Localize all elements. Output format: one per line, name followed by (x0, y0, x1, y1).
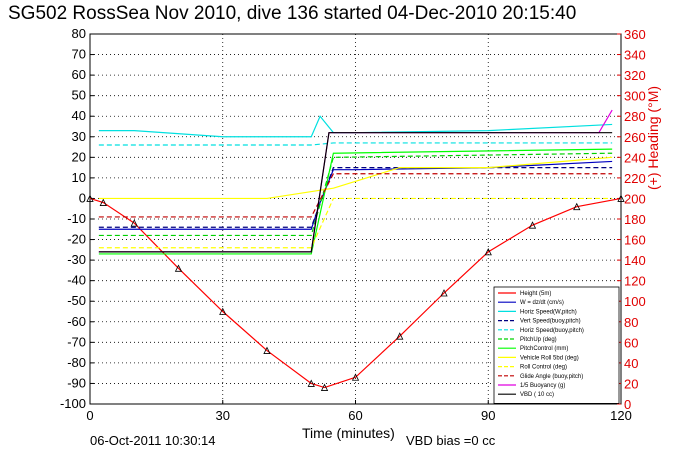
x-tick-label: 120 (610, 408, 632, 423)
height-marker (617, 194, 625, 202)
height-marker (440, 289, 448, 297)
y2-tick-label: 200 (624, 191, 646, 206)
height-marker (86, 194, 94, 202)
x-tick-label: 90 (481, 408, 495, 423)
legend-entry: Horiz Speed(buoy,pitch) (520, 328, 584, 334)
y-tick-label: 20 (72, 149, 86, 164)
y2-tick-label: 140 (624, 253, 646, 268)
legend-entry: W = dz/dt (cm/s) (520, 300, 564, 306)
legend-entry: Height (5m) (520, 291, 551, 297)
series-line-vehicle_roll (98, 156, 613, 200)
legend-entry: 1/5 Buoyancy (g) (520, 383, 565, 389)
x-tick-label: 60 (348, 408, 362, 423)
y-tick-label: 80 (72, 26, 86, 41)
y-tick-label: 40 (72, 108, 86, 123)
legend-entry: Vert Speed(buoy,pitch) (520, 319, 581, 325)
y-tick-label: 50 (72, 88, 86, 103)
height-marker (130, 219, 138, 227)
legend-entry: PitchControl (mm) (520, 346, 568, 352)
y2-tick-label: 40 (624, 356, 638, 371)
y-tick-label: -10 (67, 211, 86, 226)
height-marker (573, 202, 581, 211)
height-marker (99, 198, 107, 206)
legend-entry: Glide Angle (buoy,pitch) (520, 374, 583, 380)
y2-tick-label: 80 (624, 315, 638, 330)
height-marker (484, 247, 492, 256)
series-line-roll_control (98, 197, 613, 249)
series-line-pitch_control (98, 148, 613, 255)
y-tick-label: -80 (67, 355, 86, 370)
height-marker (219, 307, 227, 315)
series-line-horiz_speed (98, 115, 613, 138)
y-tick-label: -100 (60, 396, 86, 411)
height-marker (528, 221, 537, 229)
y2-tick-label: 240 (624, 150, 646, 165)
y2-tick-label: 320 (624, 68, 646, 83)
legend-entry: PitchUp (deg) (520, 337, 557, 343)
y2-tick-label: 180 (624, 212, 646, 227)
y-tick-label: -40 (67, 273, 86, 288)
y2-tick-label: 160 (624, 233, 646, 248)
height-marker (396, 332, 404, 340)
height-marker (307, 379, 315, 387)
vbd-bias-label: VBD bias =0 cc (406, 433, 496, 448)
x-tick-label: 30 (216, 408, 230, 423)
series-line-w (98, 160, 613, 230)
y-tick-label: 30 (72, 129, 86, 144)
right-axis-label: (+) Heading (°M) (645, 85, 661, 190)
height-marker (263, 346, 271, 354)
height-marker (320, 383, 329, 391)
y2-tick-label: 280 (624, 109, 646, 124)
y2-tick-label: 20 (624, 376, 638, 391)
y2-tick-label: 220 (624, 171, 646, 186)
legend-entry: Horiz Speed(W,pitch) (520, 309, 577, 315)
height-marker (174, 264, 183, 272)
y-tick-label: -50 (67, 293, 86, 308)
y-tick-label: 0 (79, 190, 86, 205)
chart-title: SG502 RossSea Nov 2010, dive 136 started… (8, 3, 577, 24)
y-tick-label: -70 (67, 334, 86, 349)
series-line-vbd (98, 132, 613, 253)
y-tick-label: 10 (72, 170, 86, 185)
y-tick-label: 60 (72, 67, 86, 82)
y2-tick-label: 60 (624, 335, 638, 350)
legend-entry: VBD ( 10 cc) (520, 392, 554, 398)
series-line-height (89, 197, 622, 389)
height-marker (351, 373, 360, 381)
x-tick-label: 0 (86, 408, 93, 423)
y2-tick-label: 120 (624, 274, 646, 289)
y-tick-label: -20 (67, 232, 86, 247)
y2-tick-label: 100 (624, 294, 646, 309)
series-line-horiz_speed_buoy (98, 142, 613, 146)
y2-tick-label: 360 (624, 27, 646, 42)
y2-tick-label: 260 (624, 130, 646, 145)
y-tick-label: -30 (67, 252, 86, 267)
y2-tick-label: 0 (624, 397, 631, 412)
y-tick-label: 70 (72, 47, 86, 62)
y-tick-label: -60 (67, 314, 86, 329)
x-axis-label: Time (minutes) (302, 425, 395, 441)
y2-tick-label: 340 (624, 48, 646, 63)
footer-date: 06-Oct-2011 10:30:14 (90, 433, 216, 448)
y-tick-label: -90 (67, 375, 86, 390)
y2-tick-label: 300 (624, 89, 646, 104)
legend-entry: Roll Control (deg) (520, 365, 567, 371)
series-line-glide_angle (98, 173, 613, 218)
legend-entry: Vehicle Roll 5bd (deg) (520, 355, 579, 361)
legend-box (493, 286, 620, 404)
